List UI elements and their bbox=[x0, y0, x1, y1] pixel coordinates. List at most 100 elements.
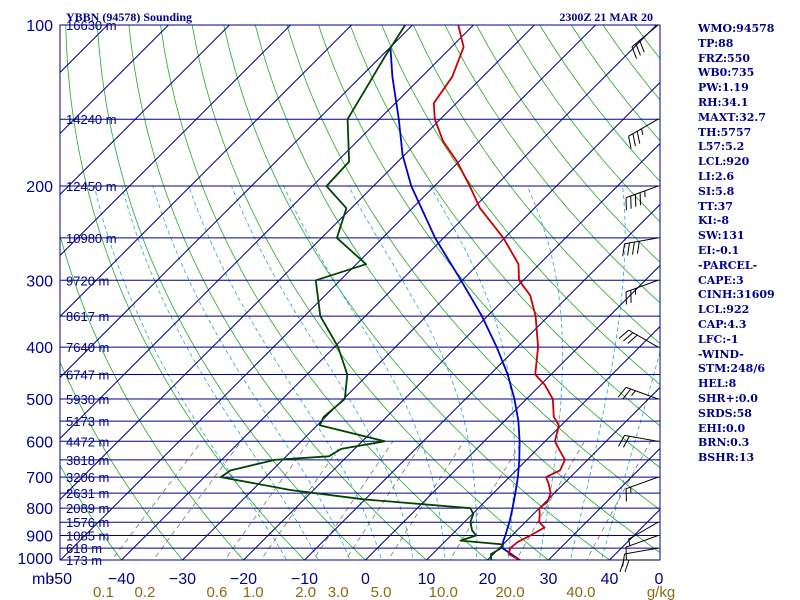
index-item: SRDS:58 bbox=[698, 406, 752, 420]
index-item: TT:37 bbox=[698, 199, 733, 213]
height-label: 2089 m bbox=[66, 501, 109, 516]
height-label: 618 m bbox=[66, 541, 102, 556]
moist-adiabat bbox=[429, 185, 515, 560]
wind-barb bbox=[625, 476, 659, 502]
temperature-tick-label: 0 bbox=[361, 571, 370, 588]
dry-adiabat bbox=[60, 360, 184, 560]
index-item: SI:5.8 bbox=[698, 184, 735, 198]
index-item: LCL:920 bbox=[698, 155, 750, 169]
mixing-ratio-line bbox=[345, 441, 424, 560]
isotherm bbox=[60, 25, 535, 501]
height-label: 1576 m bbox=[66, 515, 109, 530]
isotherm bbox=[60, 25, 352, 318]
mixing-ratio-label: 40.0 bbox=[566, 584, 595, 600]
isotherm bbox=[60, 25, 291, 257]
dry-adiabat bbox=[60, 558, 61, 560]
height-label: 6747 m bbox=[66, 367, 109, 382]
height-label: 1085 m bbox=[66, 529, 109, 544]
moist-adiabat bbox=[93, 186, 288, 560]
isotherm bbox=[243, 142, 660, 560]
index-item: CINH:31609 bbox=[698, 288, 775, 302]
temperature-tick-label: 20 bbox=[479, 571, 497, 588]
mixing-ratio-line bbox=[111, 441, 203, 560]
isotherm bbox=[487, 386, 660, 560]
dry-adiabat bbox=[160, 25, 489, 560]
height-label: 5173 m bbox=[66, 414, 109, 429]
mixing-ratio-label: 3.0 bbox=[328, 584, 349, 600]
height-label: 173 m bbox=[66, 553, 102, 568]
isotherm bbox=[304, 203, 660, 560]
sounding-indices: WMO:94578 TP:88 FRZ:550 WB0:735 PW:1.19 RH:34… bbox=[698, 22, 775, 466]
height-label: 12450 m bbox=[66, 179, 117, 194]
wind-barb bbox=[631, 24, 659, 59]
temperature-tick-label: −20 bbox=[230, 571, 257, 588]
dry-adiabat bbox=[286, 25, 660, 511]
dry-adiabat bbox=[60, 234, 245, 560]
mixing-ratio-line bbox=[449, 441, 523, 560]
height-label: 8617 m bbox=[66, 309, 109, 324]
mixing-ratio-label: 2.0 bbox=[295, 584, 316, 600]
height-label: 4472 m bbox=[66, 434, 109, 449]
moist-adiabat bbox=[569, 186, 626, 560]
index-item: -PARCEL- bbox=[698, 258, 758, 272]
moist-adiabat bbox=[121, 185, 319, 560]
pressure-tick-label: 100 bbox=[26, 18, 53, 35]
index-item: KI:-8 bbox=[698, 214, 729, 228]
index-item: FRZ:550 bbox=[698, 51, 751, 65]
dry-adiabat bbox=[476, 25, 660, 263]
height-label: 2631 m bbox=[66, 486, 109, 501]
dry-adiabat bbox=[349, 25, 660, 427]
temperature-tick-label: -50 bbox=[49, 571, 72, 588]
isotherm bbox=[60, 25, 230, 196]
mixing-ratio-line bbox=[260, 441, 344, 560]
mixing-ratio-label: 0.2 bbox=[135, 584, 156, 600]
wind-barb bbox=[625, 279, 659, 305]
index-item: WMO:94578 bbox=[698, 22, 775, 35]
isotherm bbox=[121, 25, 657, 560]
wind-barb bbox=[628, 521, 659, 546]
index-item: PW:1.19 bbox=[698, 81, 749, 95]
height-label: 3206 m bbox=[66, 470, 109, 485]
isotherm bbox=[548, 447, 660, 560]
pressure-tick-label: 1000 bbox=[17, 551, 53, 568]
height-label: 9720 m bbox=[66, 273, 109, 288]
wind-barb bbox=[622, 237, 659, 257]
wind-barb bbox=[618, 434, 659, 448]
index-item: HEL:8 bbox=[698, 377, 737, 391]
moist-adiabat bbox=[188, 185, 382, 560]
index-item: LI:2.6 bbox=[698, 169, 735, 183]
dry-adiabat bbox=[381, 25, 660, 386]
dry-adiabat bbox=[191, 25, 550, 560]
index-item: WB0:735 bbox=[698, 66, 755, 80]
dry-adiabat bbox=[0, 25, 6, 571]
mixing-ratio-unit: g/kg bbox=[647, 584, 675, 600]
temperature-tick-label: −30 bbox=[169, 571, 196, 588]
mixing-ratio-line bbox=[515, 441, 585, 560]
temperature-tick-label: 40 bbox=[601, 571, 619, 588]
isotherm bbox=[60, 25, 169, 135]
temperature-trace bbox=[432, 25, 566, 560]
mixing-ratio-label: 1.0 bbox=[243, 584, 264, 600]
height-label: 5930 m bbox=[66, 392, 109, 407]
grid-lines bbox=[0, 25, 660, 571]
moist-adiabat bbox=[152, 185, 351, 560]
moist-adiabat bbox=[231, 185, 414, 560]
parcel-trace bbox=[389, 47, 521, 560]
index-item: TH:5757 bbox=[698, 125, 752, 139]
index-item: EI:-0.1 bbox=[698, 243, 740, 257]
pressure-tick-label: 500 bbox=[26, 392, 53, 409]
index-item: SW:131 bbox=[698, 229, 745, 243]
dry-adiabat bbox=[254, 25, 660, 554]
mixing-ratio-line bbox=[152, 441, 242, 560]
dry-adiabat bbox=[444, 25, 660, 304]
pressure-tick-label: 300 bbox=[26, 273, 53, 290]
index-item: LCL:922 bbox=[698, 303, 750, 317]
isotherm bbox=[60, 25, 596, 560]
index-item: LFC:-1 bbox=[698, 332, 739, 346]
index-item: RH:34.1 bbox=[698, 95, 749, 109]
pressure-tick-label: 700 bbox=[26, 470, 53, 487]
index-item: TP:88 bbox=[698, 36, 734, 50]
temperature-tick-label: 0 bbox=[655, 571, 664, 588]
pressure-tick-label: 900 bbox=[26, 529, 53, 546]
